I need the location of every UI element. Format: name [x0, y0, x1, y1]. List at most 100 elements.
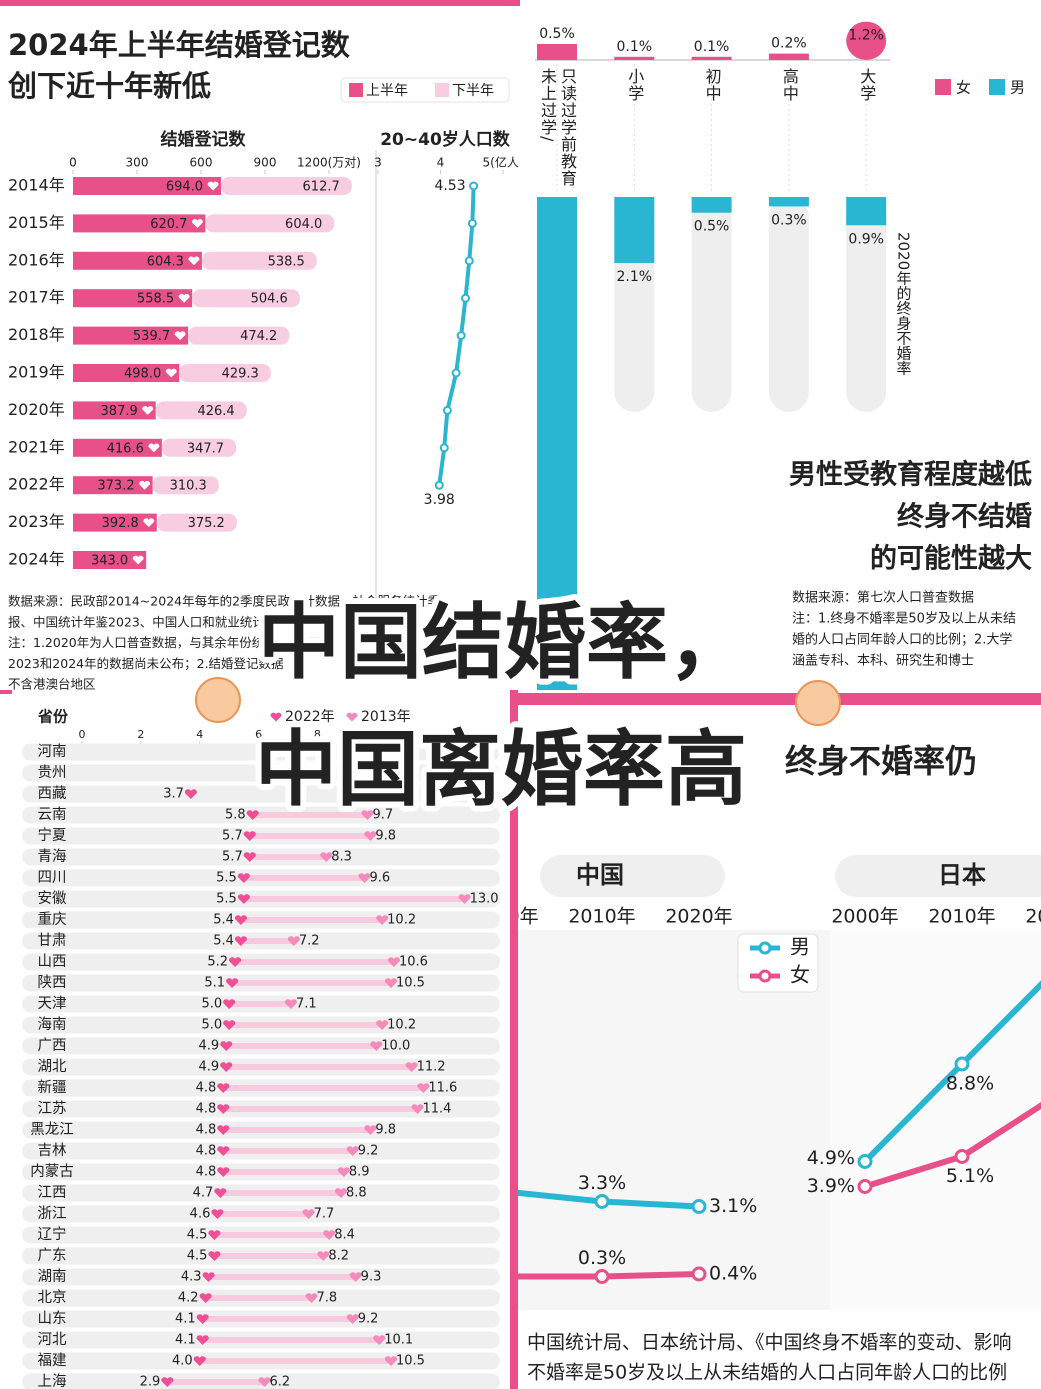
heart-icon — [191, 219, 203, 228]
bar-segment — [155, 401, 247, 420]
value-label: 612.7 — [303, 180, 340, 195]
category-label: 2018年 — [8, 325, 65, 344]
connector — [220, 1190, 341, 1196]
heart-marker — [323, 1230, 336, 1240]
heart-marker — [184, 789, 197, 799]
chart-title: 男性受教育程度越低 — [789, 459, 1032, 491]
bar — [537, 44, 577, 60]
connector — [243, 875, 365, 881]
panel-title: 日本 — [938, 861, 986, 889]
bar-segment — [73, 438, 162, 457]
category-label: 河南 — [38, 743, 67, 760]
connector — [214, 1232, 330, 1238]
value-label: 4.9 — [199, 1060, 220, 1075]
heart-icon — [143, 518, 155, 528]
value-label: 4.0 — [172, 1354, 193, 1369]
value-label: 5.4 — [213, 913, 234, 928]
legend-label: 上半年 — [366, 83, 408, 99]
bar-segment — [161, 438, 237, 457]
value-label: 9.2 — [358, 1312, 379, 1327]
heart-marker — [217, 1167, 230, 1177]
source-note: 注：1.终身不婚率是50岁及以上从未结 — [792, 611, 1016, 627]
point — [594, 1194, 610, 1209]
value-label: 5.7 — [222, 829, 243, 844]
bar-segment — [188, 326, 290, 345]
connector — [235, 959, 394, 965]
connector — [240, 938, 294, 944]
value-label: 11.6 — [428, 1081, 457, 1096]
heart-icon — [148, 443, 160, 453]
value-label: 4.7 — [193, 1186, 214, 1201]
value-label: 5.2 — [207, 955, 228, 970]
panel-bg — [830, 930, 1041, 1310]
value-label: 10.1 — [384, 1333, 413, 1348]
category-label: 湖北 — [38, 1058, 67, 1075]
value-label: 392.8 — [102, 516, 139, 531]
heart-marker — [358, 873, 371, 883]
legend-label: 女 — [790, 963, 810, 987]
bar — [691, 197, 732, 213]
legend-swatch — [435, 83, 449, 97]
legend-swatch — [989, 79, 1005, 95]
value-label: 3.98 — [424, 492, 455, 508]
heart-marker — [373, 1335, 386, 1345]
heart-marker — [411, 1104, 424, 1114]
heart-marker — [376, 1020, 389, 1030]
bar-segment — [73, 177, 222, 195]
bar-segment — [73, 513, 157, 532]
bar-segment — [221, 177, 352, 195]
connector — [202, 1337, 380, 1343]
x-tick-label: 2000年 — [471, 906, 538, 928]
heart-marker — [208, 1251, 221, 1261]
value-label: 343.0 — [91, 554, 128, 569]
source-note: 报、中国统计年鉴2023、中国人口和就业统计年鉴 — [8, 614, 290, 629]
connector — [223, 1148, 353, 1154]
connector — [229, 1022, 383, 1028]
divider — [510, 690, 518, 1389]
accent-bar — [0, 690, 12, 694]
axis-title: 结婚登记数 — [161, 129, 247, 150]
value-label: 9.2 — [358, 1144, 379, 1159]
heart-marker — [217, 1104, 230, 1114]
value-label: 0.1% — [694, 39, 730, 55]
value-label: 4.6 — [190, 1207, 211, 1222]
bar-segment — [73, 476, 153, 495]
x-tick-label: 6 — [255, 728, 262, 741]
legend-label: 女 — [956, 79, 971, 97]
heart-icon — [188, 256, 200, 266]
category-label: 四川 — [38, 870, 67, 886]
value-label: 426.4 — [197, 404, 234, 419]
category-label: 河北 — [38, 1331, 67, 1348]
bar-segment — [205, 214, 335, 233]
heart-marker — [243, 852, 256, 862]
row-bg — [22, 764, 500, 782]
connector — [202, 1316, 353, 1322]
bar-segment — [152, 476, 219, 495]
value-label: 9.6 — [370, 871, 391, 886]
bar-segment — [73, 251, 202, 270]
value-label: 604.0 — [285, 217, 322, 232]
value-label: 2.1% — [617, 269, 653, 285]
bar — [537, 197, 577, 690]
value-label: 9.3 — [361, 1270, 382, 1285]
bar-segment — [73, 326, 189, 345]
heart-marker — [320, 852, 333, 862]
heart-marker — [361, 810, 374, 820]
heart-marker — [228, 957, 242, 967]
value-label: 7.8 — [317, 1291, 338, 1306]
heart-marker — [217, 1146, 230, 1156]
category-label: 2017年 — [8, 288, 65, 307]
legend-box — [340, 77, 510, 103]
x-tick-label: 2010年 — [568, 906, 635, 928]
value-label: 3.7 — [163, 787, 184, 802]
category-label: 2021年 — [8, 437, 65, 456]
connector — [223, 1085, 424, 1091]
heart-marker — [214, 1188, 227, 1198]
bar-segment — [73, 401, 156, 420]
category-label: 甘肃 — [38, 932, 67, 949]
panel-title: 中国 — [576, 861, 624, 889]
heart-marker — [211, 1209, 224, 1219]
value-label: 538.5 — [268, 254, 305, 269]
source-note: 涵盖专科、本科、研究生和博士 — [792, 654, 974, 669]
